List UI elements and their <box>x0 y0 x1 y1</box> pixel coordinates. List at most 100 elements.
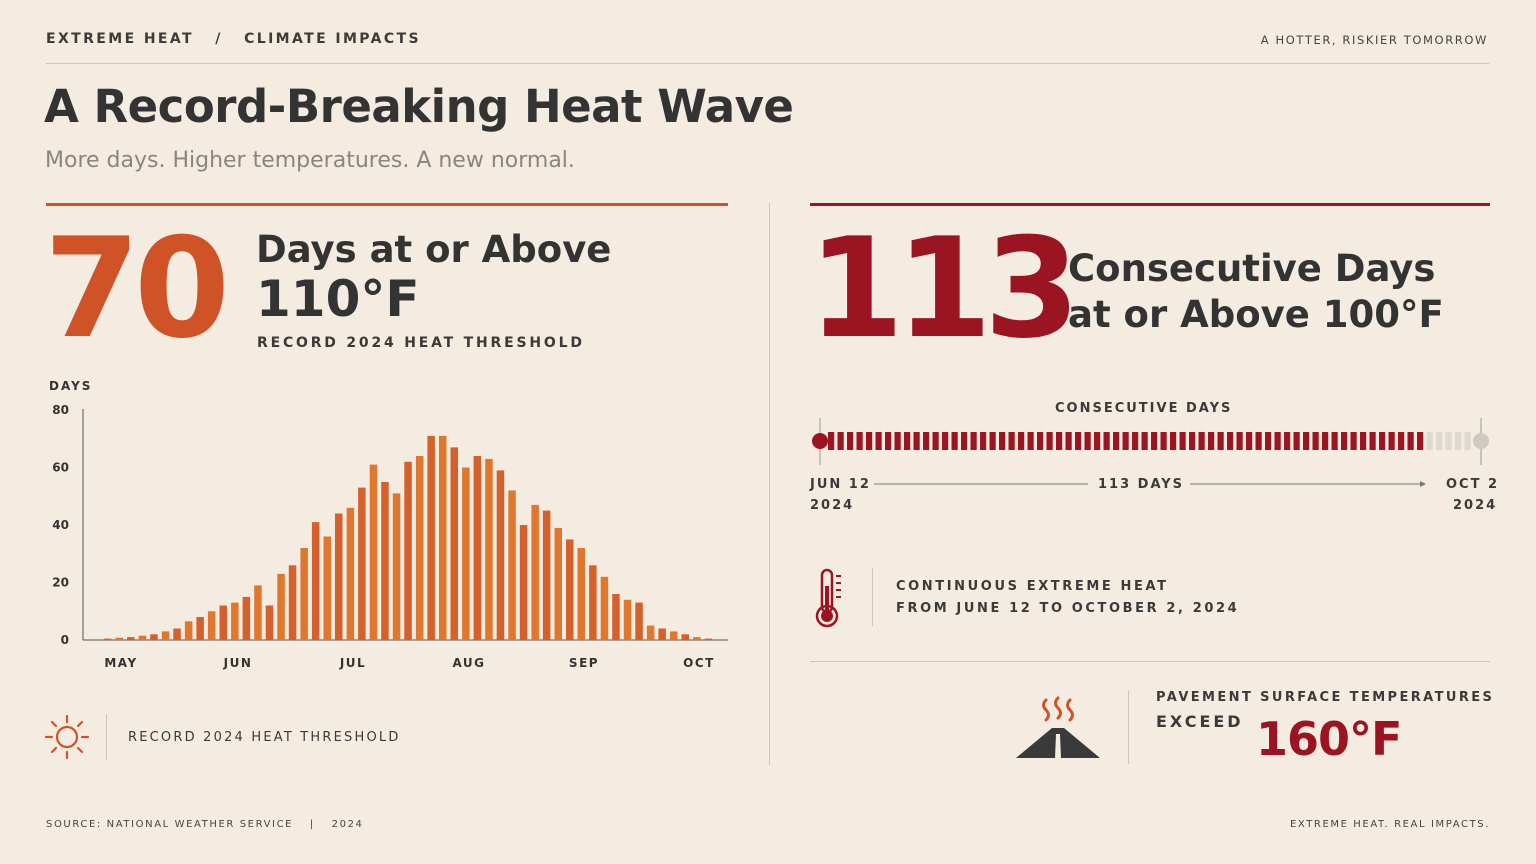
sun-icon <box>44 714 90 760</box>
heat-period-line1: CONTINUOUS EXTREME HEAT <box>896 579 1169 594</box>
pavement-divider <box>1128 690 1129 764</box>
timeline-segment <box>1407 432 1414 450</box>
timeline-segment <box>856 432 863 450</box>
header-divider <box>46 63 1489 64</box>
thermometer-icon <box>812 566 846 630</box>
timeline-segment <box>1445 432 1452 450</box>
timeline-segment <box>1008 432 1015 450</box>
days-above-label: Days at or Above <box>256 228 612 271</box>
timeline-segment <box>1426 432 1433 450</box>
chart-bar <box>254 585 262 640</box>
chart-bar <box>150 634 158 641</box>
breadcrumb-topic: CLIMATE IMPACTS <box>244 31 422 47</box>
chart-bar <box>439 435 447 640</box>
y-tick-label: 20 <box>52 576 69 590</box>
chart-bar <box>623 599 632 641</box>
y-tick-label: 0 <box>61 633 69 647</box>
chart-bar <box>231 602 239 640</box>
chart-bar <box>566 539 574 640</box>
chart-bar <box>635 602 643 640</box>
source-text: SOURCE: NATIONAL WEATHER SERVICE <box>46 819 294 830</box>
source-separator: | <box>309 819 315 830</box>
x-tick-label: AUG <box>452 656 485 670</box>
chart-bar <box>288 565 297 641</box>
panel-divider <box>769 203 770 765</box>
timeline-segment <box>1227 432 1234 450</box>
chart-bar <box>542 510 551 640</box>
chart-bar <box>277 573 285 640</box>
timeline-segment <box>1151 432 1158 450</box>
chart-bar <box>589 565 597 641</box>
chart-bar <box>600 576 609 641</box>
chart-bar <box>358 487 366 640</box>
threshold-caption: RECORD 2024 HEAT THRESHOLD <box>257 335 585 351</box>
timeline-label: CONSECUTIVE DAYS <box>1055 401 1233 416</box>
chart-bar <box>184 621 193 640</box>
chart-bar <box>427 435 435 640</box>
timeline-segment <box>1103 432 1110 450</box>
breadcrumb-separator: / <box>215 31 223 47</box>
timeline-segment <box>1360 432 1367 450</box>
timeline-segment <box>904 432 911 450</box>
timeline-segment <box>1075 432 1082 450</box>
timeline-segment <box>1312 432 1319 450</box>
chart-bar <box>681 634 689 641</box>
chart-bar <box>300 548 308 640</box>
timeline-segment <box>1084 432 1091 450</box>
y-tick-label: 80 <box>52 403 69 417</box>
timeline-segment <box>1018 432 1025 450</box>
chart-bar <box>658 628 666 640</box>
timeline-segment <box>1046 432 1053 450</box>
chart-bar <box>381 481 389 640</box>
chart-bar <box>462 467 470 640</box>
pavement-label-line2: EXCEED <box>1156 712 1244 731</box>
breadcrumb: EXTREME HEAT / CLIMATE IMPACTS <box>46 31 421 47</box>
timeline-segment <box>1436 432 1443 450</box>
y-axis-label: DAYS <box>49 379 92 393</box>
chart-bar <box>207 611 216 641</box>
chart-bar <box>335 513 343 640</box>
timeline-segment <box>1122 432 1129 450</box>
consecutive-days-label: Consecutive Days <box>1068 247 1436 290</box>
chart-bar <box>485 458 493 640</box>
timeline-segment <box>1236 432 1243 450</box>
timeline-segment <box>1094 432 1101 450</box>
timeline-segment <box>1322 432 1329 450</box>
timeline-end-year: 2024 <box>1453 498 1498 513</box>
timeline-segment <box>999 432 1006 450</box>
chart-bar <box>519 525 528 640</box>
chart-bar <box>138 635 147 640</box>
chart-bar <box>127 637 135 640</box>
chart-bar <box>173 628 181 640</box>
x-tick-label: JUL <box>339 656 366 670</box>
chart-bar <box>346 507 355 641</box>
days-above-110-number: 70 <box>44 208 230 369</box>
heat-timeline <box>812 418 1489 487</box>
page-title: A Record-Breaking Heat Wave <box>44 80 794 133</box>
timeline-segment <box>828 432 835 450</box>
timeline-end-marker <box>1473 433 1489 449</box>
header-tagline: A HOTTER, RISKIER TOMORROW <box>1260 33 1488 47</box>
timeline-segment <box>1388 432 1395 450</box>
timeline-segment <box>1417 432 1424 450</box>
chart-bar <box>219 605 227 640</box>
timeline-segment <box>875 432 882 450</box>
timeline-segment <box>1189 432 1196 450</box>
footer-tagline: EXTREME HEAT. REAL IMPACTS. <box>1290 819 1490 830</box>
chart-bar <box>670 631 678 640</box>
timeline-end-date: OCT 2 <box>1446 477 1500 492</box>
timeline-segment <box>866 432 873 450</box>
timeline-segment <box>1246 432 1253 450</box>
timeline-segment <box>1217 432 1224 450</box>
pavement-label-line1: PAVEMENT SURFACE TEMPERATURES <box>1156 690 1495 705</box>
timeline-segment <box>989 432 996 450</box>
timeline-segment <box>1284 432 1291 450</box>
heat-period-line2: FROM JUNE 12 TO OCTOBER 2, 2024 <box>896 601 1240 616</box>
timeline-segment <box>1369 432 1376 450</box>
timeline-segment <box>970 432 977 450</box>
thermo-divider <box>872 568 873 626</box>
timeline-segment <box>1265 432 1272 450</box>
timeline-segment <box>1179 432 1186 450</box>
chart-bar <box>612 594 620 640</box>
chart-bar <box>311 522 320 640</box>
